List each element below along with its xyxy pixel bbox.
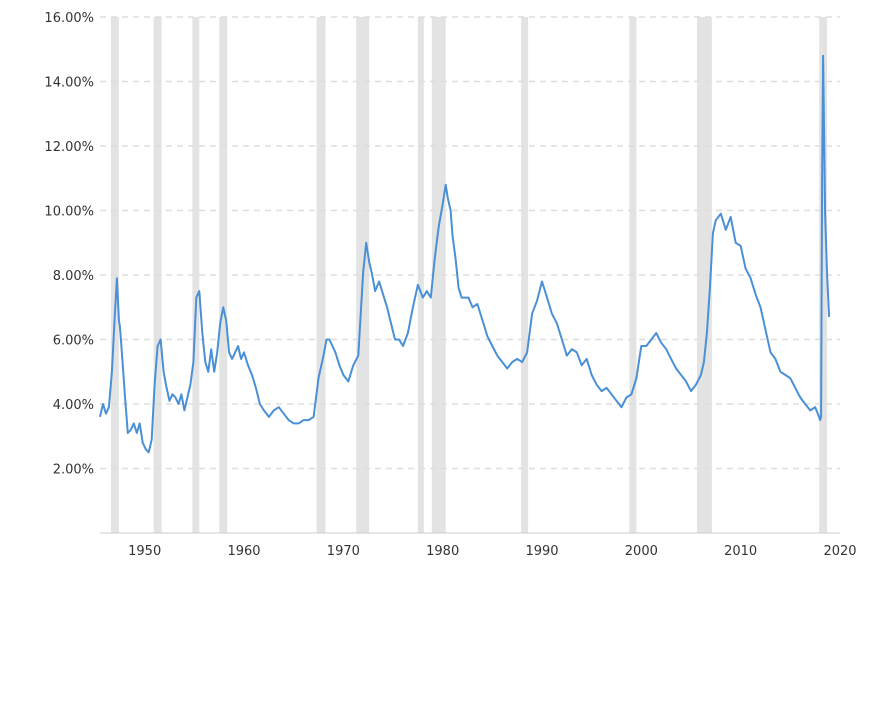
grid-lines bbox=[100, 16, 840, 534]
x-tick-label: 1960 bbox=[227, 544, 260, 559]
x-tick-label: 2010 bbox=[724, 544, 757, 559]
x-tick-label: 1990 bbox=[525, 544, 558, 559]
x-axis-ticks: 1950 1960 1970 1980 1990 2000 2010 2020 bbox=[128, 544, 856, 559]
x-tick-label: 1970 bbox=[327, 544, 360, 559]
series-group bbox=[99, 54, 831, 454]
shaded-band bbox=[521, 17, 529, 533]
y-axis-ticks: 2.00% 4.00% 6.00% 8.00% 10.00% 12.00% 14.00% 16… bbox=[44, 11, 94, 478]
y-tick-label: 6.00% bbox=[53, 334, 94, 349]
shaded-band bbox=[192, 17, 200, 533]
x-tick-label: 1950 bbox=[128, 544, 161, 559]
y-tick-label: 14.00% bbox=[44, 76, 94, 91]
x-tick-label: 2020 bbox=[823, 544, 856, 559]
y-tick-label: 12.00% bbox=[44, 140, 94, 155]
series-line bbox=[99, 54, 831, 454]
y-tick-label: 16.00% bbox=[44, 11, 94, 26]
y-tick-label: 8.00% bbox=[53, 269, 94, 284]
y-tick-label: 10.00% bbox=[44, 205, 94, 220]
y-tick-label: 4.00% bbox=[53, 398, 94, 413]
x-tick-label: 2000 bbox=[625, 544, 658, 559]
y-tick-label: 2.00% bbox=[53, 463, 94, 478]
shaded-band bbox=[819, 17, 828, 533]
x-tick-label: 1980 bbox=[426, 544, 459, 559]
